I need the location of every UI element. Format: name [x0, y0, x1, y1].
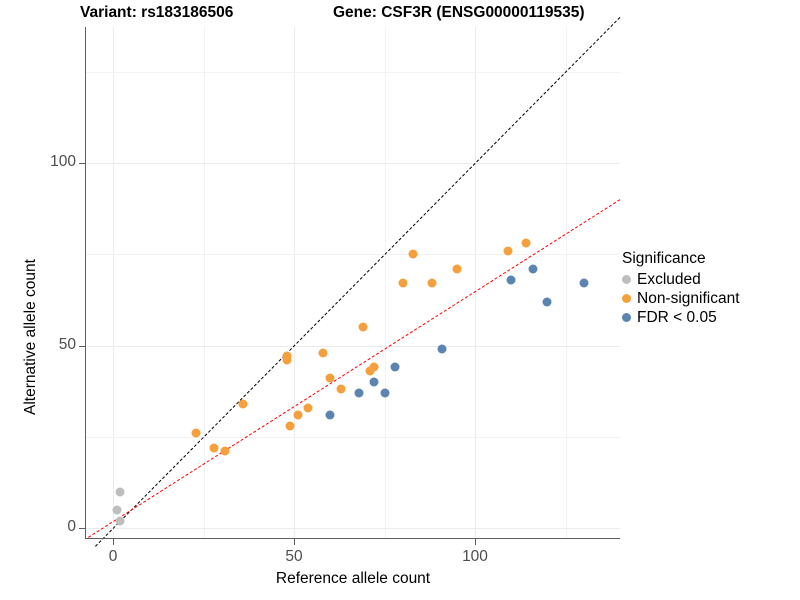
legend: Significance Excluded Non-significant FDR …	[622, 250, 797, 327]
data-point	[220, 446, 230, 456]
data-point	[408, 249, 418, 259]
data-point	[369, 362, 379, 372]
data-point	[191, 428, 201, 438]
x-axis-line	[85, 538, 620, 539]
data-point	[503, 246, 513, 256]
gridline-vertical	[475, 27, 476, 538]
data-point	[579, 278, 589, 288]
reference-line-identity	[94, 17, 621, 547]
legend-item-label: FDR < 0.05	[637, 308, 717, 326]
data-point	[528, 264, 538, 274]
legend-item-excluded[interactable]: Excluded	[622, 270, 797, 289]
x-axis-label: Reference allele count	[275, 570, 431, 587]
legend-item-label: Excluded	[637, 270, 701, 288]
y-axis-tick-label: 0	[67, 518, 76, 535]
y-axis-tick	[79, 345, 85, 347]
x-axis-tick-label: 50	[285, 548, 303, 565]
data-point	[542, 297, 552, 307]
data-point	[358, 322, 368, 332]
reference-line-fitted	[87, 198, 621, 538]
gridline-horizontal	[86, 436, 620, 438]
y-axis-tick	[79, 163, 85, 164]
gridline-vertical	[384, 27, 386, 538]
legend-items: Excluded Non-significant FDR < 0.05	[622, 270, 797, 327]
gridline-vertical	[565, 27, 567, 538]
gridline-horizontal	[86, 528, 620, 529]
legend-title: Significance	[622, 250, 706, 267]
y-axis-tick-label: 50	[58, 335, 76, 353]
x-axis-tick	[475, 539, 476, 545]
data-point	[293, 410, 303, 420]
data-point	[209, 443, 219, 453]
gridline-horizontal	[86, 71, 620, 73]
data-point	[427, 278, 437, 288]
x-axis-tick	[294, 539, 295, 545]
y-axis-label: Alternative allele count	[22, 259, 39, 415]
data-point	[285, 421, 295, 431]
data-point	[354, 388, 364, 398]
y-axis-line	[85, 27, 86, 539]
plot-panel	[86, 17, 621, 547]
data-point	[452, 264, 462, 274]
data-point	[390, 362, 400, 372]
gridline-vertical	[203, 27, 205, 538]
x-axis-tick	[113, 539, 114, 545]
data-point	[115, 487, 125, 496]
data-point	[325, 373, 335, 383]
gridline-horizontal	[86, 254, 620, 256]
data-point	[112, 505, 122, 515]
gridline-vertical	[113, 27, 114, 538]
data-point	[115, 516, 125, 526]
data-point	[506, 275, 516, 285]
data-point	[521, 238, 531, 248]
x-axis-tick-label: 0	[108, 548, 118, 565]
legend-key-icon	[622, 313, 631, 322]
legend-item-non-significant[interactable]: Non-significant	[622, 289, 797, 308]
gene-title: Gene: CSF3R (ENSG00000119535)	[333, 4, 585, 21]
legend-key-icon	[622, 275, 631, 284]
gridline-vertical	[294, 27, 295, 538]
variant-title: Variant: rs183186506	[80, 4, 234, 21]
data-point	[303, 403, 313, 413]
y-axis-tick-label: 100	[50, 153, 76, 170]
gridline-horizontal	[86, 163, 620, 164]
data-point	[336, 384, 346, 394]
data-point	[437, 344, 447, 354]
data-point	[318, 348, 328, 358]
data-point	[380, 388, 389, 398]
data-point	[325, 410, 335, 420]
legend-key-icon	[622, 294, 631, 303]
data-point	[369, 377, 379, 387]
data-point	[282, 355, 292, 365]
data-point	[238, 399, 248, 409]
legend-item-label: Non-significant	[637, 289, 740, 307]
x-axis-tick-label: 100	[462, 548, 488, 565]
legend-item-fdr-0-05[interactable]: FDR < 0.05	[622, 308, 797, 327]
y-axis-tick	[79, 528, 85, 529]
gridline-horizontal	[86, 345, 620, 347]
data-point	[398, 278, 408, 288]
